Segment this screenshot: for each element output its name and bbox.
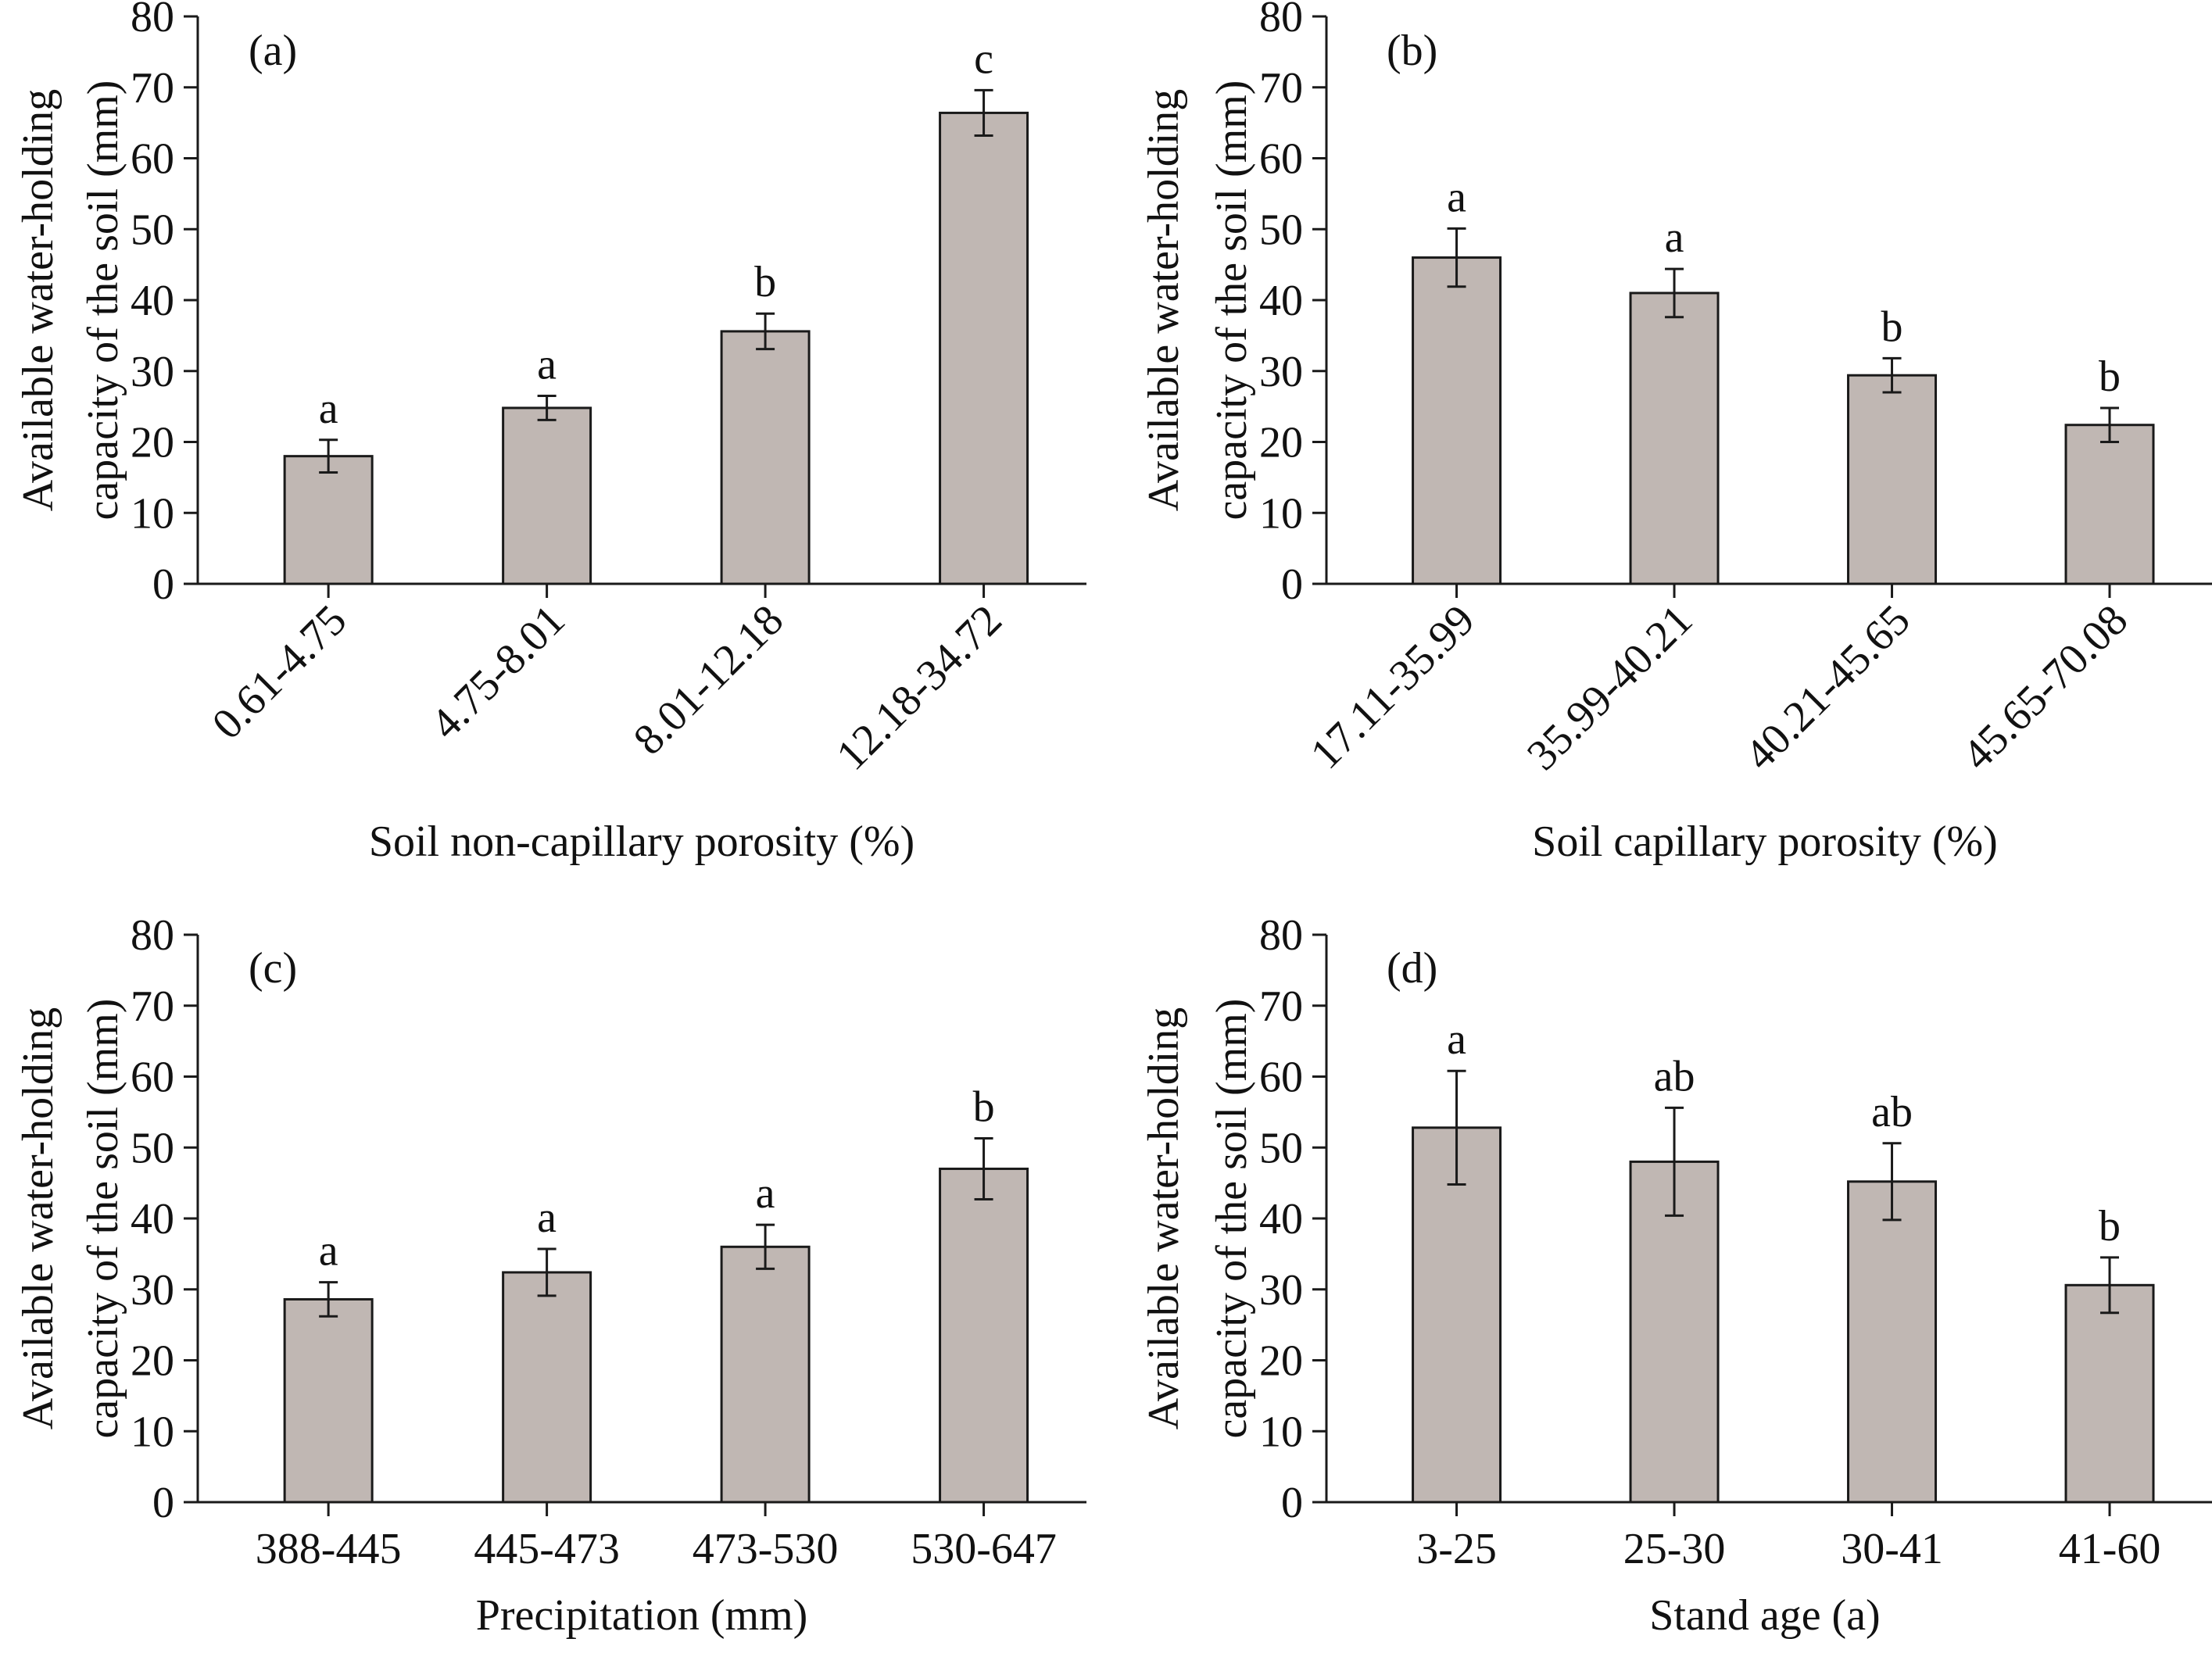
panel-a-bar: [502, 406, 592, 585]
panel-b-significance-letter: b: [1881, 302, 1903, 351]
panel-d-plot-area: 0 10 20 30 40 50 60 70 80 a 3-25 ab 25-30 ab 30-41 b 41-…: [1259, 911, 2212, 1573]
panel-d: 0 10 20 30 40 50 60 70 80 a 3-25 ab 25-30 ab 30-41 b 41-…: [1140, 911, 2212, 1640]
panel-b-y-tick-label: 40: [1259, 277, 1303, 325]
panel-a-bar: [720, 330, 811, 585]
panel-d-ylabel-line-1: Available water-holding: [1140, 1007, 1188, 1430]
panel-a-significance-letter: a: [319, 385, 338, 433]
panel-a-y-tick-label: 80: [131, 0, 174, 41]
panel-c-y-tick-label: 20: [131, 1337, 174, 1386]
panel-c: 0 10 20 30 40 50 60 70 80 a 388-445 a 445-473 a 473-53…: [14, 911, 1086, 1640]
panel-d-x-tick-label: 30-41: [1841, 1525, 1943, 1573]
panel-d-y-tick-label: 10: [1259, 1408, 1303, 1456]
panel-d-ylabel-line-2: capacity of the soil (mm): [1208, 999, 1256, 1439]
panel-a-y-tick-label: 30: [131, 348, 174, 396]
panel-a-y-tick-label: 40: [131, 277, 174, 325]
panel-c-label: (c): [249, 944, 297, 993]
panel-b-xlabel: Soil capillary porosity (%): [1532, 818, 1998, 866]
panel-b-y-tick-label: 20: [1259, 419, 1303, 467]
panel-c-x-tick-label: 388-445: [256, 1525, 402, 1573]
panel-d-significance-letter: b: [2099, 1202, 2121, 1250]
panel-b-y-tick-label: 60: [1259, 135, 1303, 184]
panel-d-y-tick-label: 30: [1259, 1266, 1303, 1315]
panel-a-y-tick-label: 70: [131, 64, 174, 113]
panel-b-ylabel-line-2: capacity of the soil (mm): [1208, 81, 1256, 521]
panel-a-significance-letter: c: [974, 34, 993, 83]
panel-d-y-tick-label: 0: [1281, 1479, 1303, 1527]
panel-d-y-tick-label: 70: [1259, 982, 1303, 1031]
panel-a-y-tick-label: 0: [152, 560, 174, 609]
panel-d-y-tick-label: 20: [1259, 1337, 1303, 1386]
panel-c-y-tick-label: 70: [131, 982, 174, 1031]
panel-c-significance-letter: a: [537, 1193, 557, 1242]
panel-a-y-tick-label: 50: [131, 206, 174, 254]
panel-b-y-tick-label: 50: [1259, 206, 1303, 254]
panel-a-xlabel: Soil non-capillary porosity (%): [369, 818, 915, 866]
panel-b-bar: [1629, 292, 1720, 585]
panel-c-y-tick-label: 10: [131, 1408, 174, 1456]
panel-d-significance-letter: ab: [1654, 1052, 1695, 1100]
panel-c-ylabel-line-1: Available water-holding: [14, 1007, 63, 1430]
panel-d-x-tick-label: 25-30: [1623, 1525, 1726, 1573]
panel-d-y-tick-label: 60: [1259, 1054, 1303, 1102]
panel-c-significance-letter: a: [756, 1169, 775, 1218]
panel-b-significance-letter: a: [1447, 173, 1466, 221]
panel-a-y-tick-label: 60: [131, 135, 174, 184]
panel-a-significance-letter: a: [537, 341, 557, 389]
panel-c-y-tick-label: 80: [131, 911, 174, 960]
panel-d-significance-letter: a: [1447, 1015, 1466, 1064]
panel-c-xlabel: Precipitation (mm): [476, 1591, 808, 1640]
panel-b-ylabel-line-1: Available water-holding: [1140, 89, 1188, 512]
panel-b-y-tick-label: 30: [1259, 348, 1303, 396]
panel-c-y-tick-label: 60: [131, 1054, 174, 1102]
panel-c-y-tick-label: 40: [131, 1195, 174, 1243]
panel-c-x-tick-label: 530-647: [911, 1525, 1057, 1573]
panel-b-y-tick-label: 70: [1259, 64, 1303, 113]
panel-d-bar: [1847, 1180, 1938, 1504]
panel-c-bar: [283, 1297, 374, 1504]
panel-d-y-tick-label: 80: [1259, 911, 1303, 960]
panel-c-y-tick-label: 50: [131, 1124, 174, 1172]
panel-a-bar: [283, 455, 374, 585]
panel-d-bar: [2064, 1283, 2155, 1504]
panel-d-x-tick-label: 41-60: [2059, 1525, 2161, 1573]
panel-a-bar: [939, 111, 1029, 585]
panel-c-significance-letter: a: [319, 1227, 338, 1276]
panel-a-significance-letter: b: [754, 258, 776, 306]
panel-c-y-tick-label: 30: [131, 1266, 174, 1315]
panel-b-y-tick-label: 10: [1259, 489, 1303, 538]
panel-d-y-tick-label: 50: [1259, 1124, 1303, 1172]
panel-c-x-tick-label: 445-473: [474, 1525, 620, 1573]
panel-b-bar: [2064, 424, 2155, 585]
panel-c-x-tick-label: 473-530: [693, 1525, 839, 1573]
panel-b-label: (b): [1387, 27, 1437, 75]
panel-c-significance-letter: b: [973, 1082, 995, 1131]
panel-b-y-tick-label: 0: [1281, 560, 1303, 609]
panel-b-significance-letter: a: [1665, 213, 1684, 262]
panel-b-bar: [1412, 256, 1502, 585]
panel-a-label: (a): [249, 27, 297, 75]
panel-d-significance-letter: ab: [1871, 1088, 1913, 1136]
panel-a-y-tick-label: 10: [131, 489, 174, 538]
panel-a-ylabel-line-1: Available water-holding: [14, 89, 63, 512]
panel-a-y-tick-label: 20: [131, 419, 174, 467]
panel-d-x-tick-label: 3-25: [1416, 1525, 1497, 1573]
panel-a-ylabel-line-2: capacity of the soil (mm): [79, 81, 127, 521]
panel-d-xlabel: Stand age (a): [1649, 1591, 1880, 1640]
panel-d-y-tick-label: 40: [1259, 1195, 1303, 1243]
panel-c-bar: [502, 1271, 592, 1504]
panel-c-ylabel-line-2: capacity of the soil (mm): [79, 999, 127, 1439]
panel-c-bar: [720, 1245, 811, 1504]
panel-b-significance-letter: b: [2099, 352, 2121, 401]
panel-d-label: (d): [1387, 944, 1437, 993]
panel-b-bar: [1847, 374, 1938, 585]
panel-b-y-tick-label: 80: [1259, 0, 1303, 41]
panel-c-plot-area: 0 10 20 30 40 50 60 70 80 a 388-445 a 445-473 a 473-53…: [131, 911, 1086, 1573]
panel-c-y-tick-label: 0: [152, 1479, 174, 1527]
panel-d-bar: [1629, 1160, 1720, 1504]
panel-c-bar: [939, 1167, 1029, 1504]
